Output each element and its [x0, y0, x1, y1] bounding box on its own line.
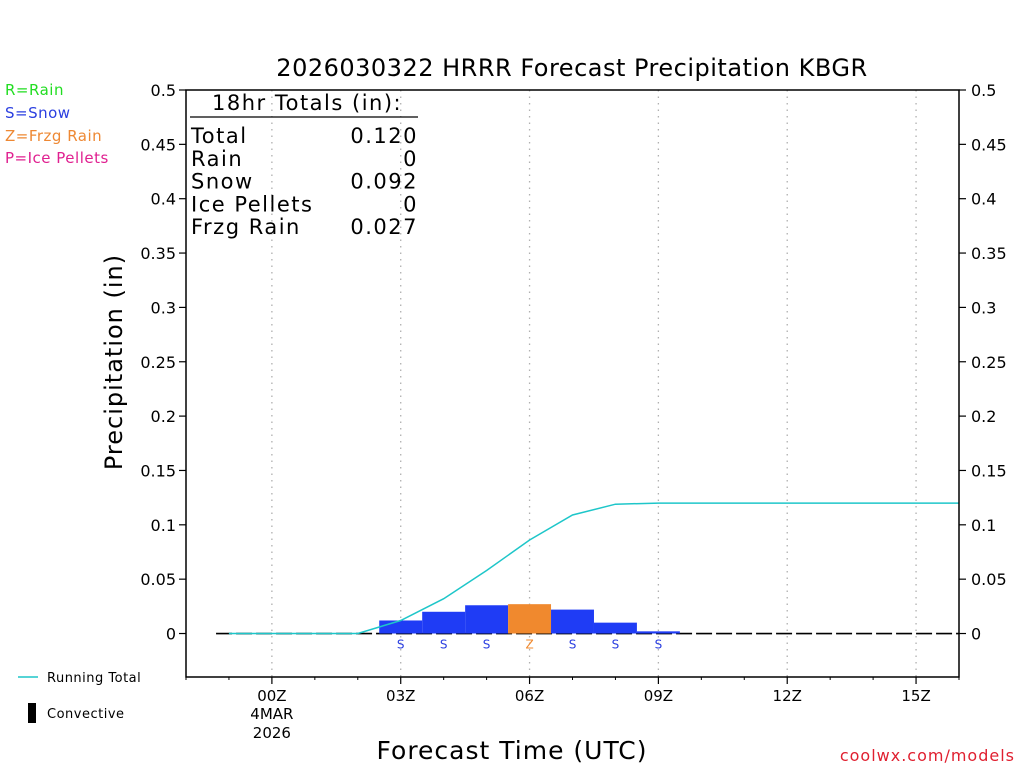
legend-rain: R=Rain	[5, 81, 64, 99]
totals-row-value: 0	[403, 192, 418, 216]
y-tick-label-right: 0.2	[971, 407, 996, 426]
y-tick-label-right: 0.05	[971, 570, 1007, 589]
y-tick-label-right: 0.25	[971, 353, 1007, 372]
chart-title: 2026030322 HRRR Forecast Precipitation K…	[276, 54, 867, 82]
x-tick-label: 09Z	[644, 687, 673, 705]
precip-type-label: S	[440, 638, 448, 652]
credit-text: coolwx.com/models	[840, 746, 1015, 765]
x-tick-label: 00Z	[257, 687, 286, 705]
y-tick-label-left: 0.4	[151, 190, 176, 209]
precip-bar	[508, 604, 552, 634]
precip-type-label: S	[483, 638, 491, 652]
y-tick-label-right: 0.1	[971, 516, 996, 535]
vertical-grid	[216, 90, 959, 677]
totals-row-value: 0	[403, 147, 418, 171]
running-total-series	[228, 502, 959, 635]
y-tick-label-left: 0.5	[151, 81, 176, 100]
precip-bar	[551, 609, 594, 634]
totals-row-value: 0.120	[350, 124, 418, 148]
precip-type-label: S	[655, 638, 663, 652]
totals-box: 18hr Totals (in): Total 0.120 Rain 0 Snow 0.0…	[190, 91, 418, 239]
precip-bar	[636, 631, 680, 634]
y-tick-label-left: 0.1	[151, 516, 176, 535]
x-tick-label: 06Z	[515, 687, 544, 705]
totals-row-value: 0.027	[350, 215, 418, 239]
precip-type-label: S	[569, 638, 577, 652]
totals-row-label: Ice Pellets	[191, 192, 313, 216]
y-tick-label-right: 0.4	[971, 190, 996, 209]
totals-row-value: 0.092	[350, 170, 418, 194]
precip-type-label: S	[397, 638, 405, 652]
y-tick-label-left: 0.25	[140, 353, 176, 372]
x-tick-year: 2026	[253, 724, 291, 742]
legend-ice-pellets: P=Ice Pellets	[5, 149, 109, 167]
y-axis-label: Precipitation (in)	[100, 254, 128, 470]
x-tick-label: 12Z	[773, 687, 802, 705]
totals-header: 18hr Totals (in):	[212, 91, 402, 115]
precip-bar	[593, 622, 637, 634]
y-tick-label-left: 0.3	[151, 298, 176, 317]
y-tick-label-right: 0.15	[971, 461, 1007, 480]
y-tick-label-right: 0	[971, 625, 981, 644]
y-tick-label-left: 0.45	[140, 135, 176, 154]
y-tick-label-right: 0.35	[971, 244, 1007, 263]
plot-frame	[185, 89, 960, 678]
x-axis-label: Forecast Time (UTC)	[377, 736, 648, 765]
y-tick-label-right: 0.3	[971, 298, 996, 317]
y-tick-label-right: 0.5	[971, 81, 996, 100]
legend-snow: S=Snow	[5, 104, 71, 122]
y-tick-label-left: 0.15	[140, 461, 176, 480]
running-total-legend-label: Running Total	[47, 671, 141, 686]
running-total-line	[228, 502, 959, 635]
y-tick-label-left: 0.35	[140, 244, 176, 263]
precip-bar	[379, 620, 423, 634]
y-axes: 0 0 0.05 0.05 0.1 0.1 0.15 0.15 0.2 0.2 0.25 0.25 0.…	[140, 81, 1006, 644]
precip-type-label: S	[612, 638, 620, 652]
legend-frzg-rain: Z=Frzg Rain	[5, 127, 103, 145]
x-tick-label: 15Z	[901, 687, 930, 705]
y-tick-label-left: 0	[166, 625, 176, 644]
y-tick-label-left: 0.05	[140, 570, 176, 589]
totals-row-label: Total	[190, 124, 248, 148]
x-tick-label: 03Z	[386, 687, 415, 705]
precip-type-label: Z	[525, 638, 533, 652]
convective-legend-label: Convective	[47, 707, 125, 722]
y-tick-label-right: 0.45	[971, 135, 1007, 154]
convective-legend-swatch	[28, 703, 36, 723]
totals-row-label: Frzg Rain	[191, 215, 301, 239]
y-tick-label-left: 0.2	[151, 407, 176, 426]
x-tick-date: 4MAR	[250, 705, 293, 723]
precip-bar	[422, 611, 466, 634]
totals-row-label: Snow	[191, 170, 254, 194]
totals-row-label: Rain	[191, 147, 243, 171]
precip-bar	[465, 605, 509, 634]
